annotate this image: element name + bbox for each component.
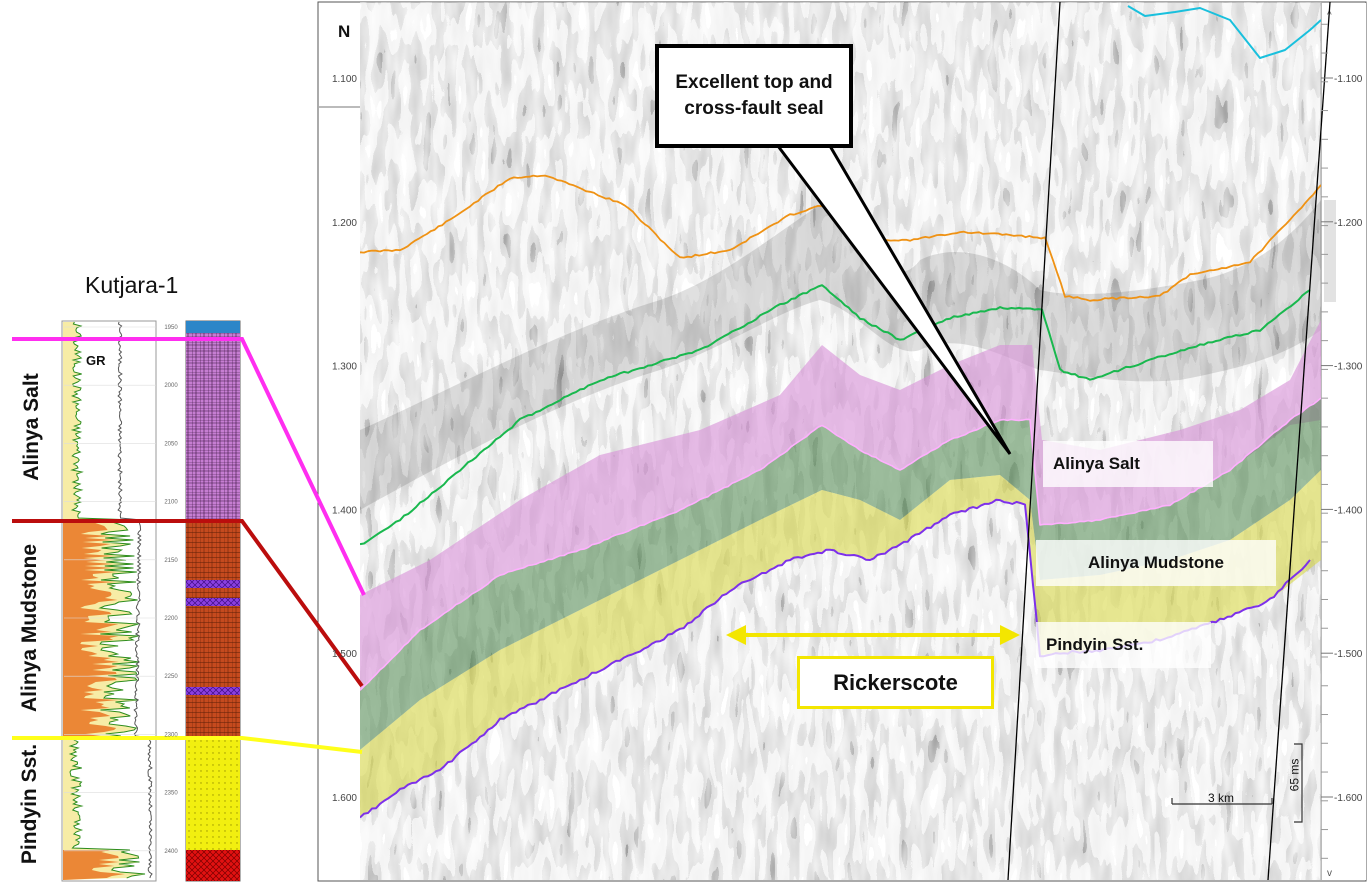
time-tick-left: 1.100	[332, 74, 357, 85]
depth-tick: 2300	[164, 732, 178, 738]
depth-tick: 2400	[164, 849, 178, 855]
time-tick-right: -1.600	[1334, 793, 1363, 804]
time-tick-left: 1.200	[332, 218, 357, 229]
time-axis-left	[319, 3, 360, 880]
label-pindyin-sst: Pindyin Sst.	[1036, 622, 1211, 668]
alinya-mudstone-fill	[360, 398, 1321, 750]
time-axis-right	[1321, 3, 1366, 880]
time-tick-left: 1.500	[332, 649, 357, 660]
litho-bottom-red	[186, 850, 240, 881]
formation-left-mudstone: Alinya Mudstone	[18, 544, 41, 713]
correlation-line-pindyin	[12, 736, 363, 754]
gr-log-fill	[63, 322, 145, 880]
time-tick-right: -1.100	[1334, 74, 1363, 85]
correlation-line-salt	[12, 337, 366, 596]
prospect-label: Rickerscote	[797, 656, 994, 709]
horizon-cyan	[1127, 5, 1321, 59]
depth-tick: 2100	[164, 500, 178, 506]
litho-salt	[186, 333, 240, 520]
formation-left-salt: Alinya Salt	[20, 373, 43, 481]
depth-tick: 2150	[164, 558, 178, 564]
time-tick-right: -1.300	[1334, 362, 1363, 373]
time-tick-left: 1.400	[332, 505, 357, 516]
scrollbar-thumb[interactable]	[1324, 200, 1336, 302]
depth-tick: 1950	[164, 325, 178, 331]
horizon-top-salt	[360, 397, 1321, 691]
time-tick-right: -1.400	[1334, 505, 1363, 516]
time-tick-right: -1.200	[1334, 218, 1363, 229]
litho-top-blue	[186, 321, 240, 333]
time-ticks-right: -1.100 -1.200 -1.300 -1.400 -1.500 -1.600	[1321, 23, 1363, 859]
scale-bar	[1171, 743, 1303, 823]
time-tick-right: -1.500	[1334, 649, 1363, 660]
gr-log-curve	[68, 321, 146, 879]
time-ticks-left: 1.100 1.200 1.300 1.400 1.500 1.600	[332, 74, 357, 804]
litho-mudstone	[186, 520, 240, 738]
label-alinya-mudstone: Alinya Mudstone	[1036, 540, 1276, 586]
litho-sandstone	[186, 738, 240, 850]
time-tick-left: 1.300	[332, 362, 357, 373]
correlation-line-mudstone	[12, 519, 364, 688]
alinya-salt-fill	[360, 320, 1321, 690]
depth-track	[158, 321, 184, 881]
secondary-log-curve	[117, 321, 153, 879]
fault-line-2	[1267, 1, 1331, 881]
horizon-green	[360, 284, 1311, 546]
time-tick-left: 1.600	[332, 793, 357, 804]
depth-tick: 2200	[164, 616, 178, 622]
seal-callout: Excellent top and cross-fault seal	[655, 44, 853, 148]
depth-tick: 2000	[164, 383, 178, 389]
formation-left-pindyin: Pindyin Sst.	[18, 743, 41, 865]
label-alinya-salt: Alinya Salt	[1043, 441, 1213, 487]
scale-ms-label: 65 ms	[1287, 758, 1302, 792]
scale-km-label: 3 km	[1208, 791, 1235, 805]
rickerscote-arrow	[726, 625, 1020, 645]
depth-ticks: 1950 2000 2050 2100 2150 2200 2250 2300 2350 2400	[64, 325, 178, 855]
scroll-down-icon[interactable]: v	[1327, 868, 1332, 879]
depth-tick: 2250	[164, 674, 178, 680]
gr-log-label: GR	[86, 353, 106, 368]
well-name: Kutjara-1	[85, 272, 179, 298]
depth-tick: 2050	[164, 441, 178, 447]
depth-tick: 2350	[164, 791, 178, 797]
fault-line-1	[1007, 1, 1061, 881]
north-label: N	[338, 22, 351, 41]
